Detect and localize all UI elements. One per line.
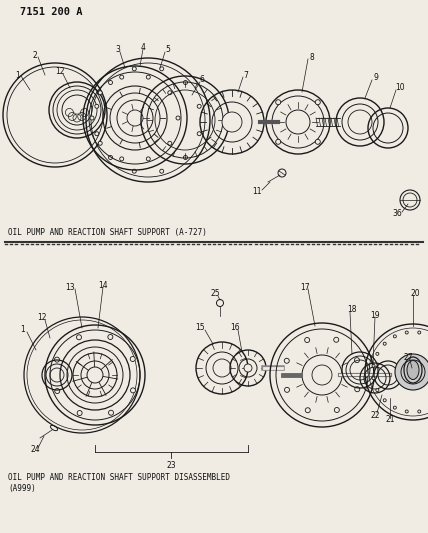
Text: 16: 16 xyxy=(230,324,240,333)
Text: OIL PUMP AND REACTION SHAFT SUPPORT (A-727): OIL PUMP AND REACTION SHAFT SUPPORT (A-7… xyxy=(8,229,207,238)
Text: 9: 9 xyxy=(374,74,378,83)
Text: 12: 12 xyxy=(55,68,65,77)
Text: 5: 5 xyxy=(166,45,170,54)
Circle shape xyxy=(305,337,309,343)
Text: 13: 13 xyxy=(65,282,75,292)
Circle shape xyxy=(217,300,223,306)
Circle shape xyxy=(315,100,320,104)
Text: 20: 20 xyxy=(410,288,420,297)
Circle shape xyxy=(130,357,135,361)
Circle shape xyxy=(334,337,339,342)
Text: 23: 23 xyxy=(166,461,176,470)
Circle shape xyxy=(108,335,113,340)
Circle shape xyxy=(120,157,124,161)
Circle shape xyxy=(284,358,289,364)
Circle shape xyxy=(393,335,396,338)
Text: 21: 21 xyxy=(385,416,395,424)
Circle shape xyxy=(383,399,386,402)
Circle shape xyxy=(393,406,396,409)
Circle shape xyxy=(276,100,281,104)
Circle shape xyxy=(176,116,180,120)
Text: 15: 15 xyxy=(195,324,205,333)
Text: 24: 24 xyxy=(30,446,40,455)
Circle shape xyxy=(55,389,60,393)
Text: 3: 3 xyxy=(116,45,120,54)
Text: 11: 11 xyxy=(252,188,262,197)
Circle shape xyxy=(160,67,164,71)
Circle shape xyxy=(312,365,332,385)
Circle shape xyxy=(77,335,81,340)
Text: 7: 7 xyxy=(244,70,248,79)
Circle shape xyxy=(160,169,164,173)
Text: 17: 17 xyxy=(300,282,310,292)
Circle shape xyxy=(109,80,113,85)
Circle shape xyxy=(276,139,281,144)
Text: 10: 10 xyxy=(395,84,405,93)
Circle shape xyxy=(87,367,103,383)
Circle shape xyxy=(146,75,150,79)
Text: 25: 25 xyxy=(210,289,220,298)
Circle shape xyxy=(54,357,59,362)
Text: 7151 200 A: 7151 200 A xyxy=(20,7,83,17)
Circle shape xyxy=(355,387,360,392)
Circle shape xyxy=(305,408,310,413)
Circle shape xyxy=(184,156,187,159)
Circle shape xyxy=(197,104,201,108)
Circle shape xyxy=(120,75,124,79)
Circle shape xyxy=(168,141,172,146)
Text: 1: 1 xyxy=(21,326,25,335)
Text: 22: 22 xyxy=(370,410,380,419)
Circle shape xyxy=(383,342,386,345)
Circle shape xyxy=(376,389,379,392)
Circle shape xyxy=(197,132,201,136)
Text: 2: 2 xyxy=(33,51,37,60)
Circle shape xyxy=(376,352,379,356)
Text: 18: 18 xyxy=(347,305,357,314)
Text: 12: 12 xyxy=(37,313,47,322)
Text: OIL PUMP AND REACTION SHAFT SUPPORT DISASSEMBLED: OIL PUMP AND REACTION SHAFT SUPPORT DISA… xyxy=(8,472,230,481)
Text: 36: 36 xyxy=(392,209,402,219)
Circle shape xyxy=(418,410,421,413)
Circle shape xyxy=(354,358,360,362)
Circle shape xyxy=(244,364,252,372)
Circle shape xyxy=(95,132,99,136)
Circle shape xyxy=(146,157,150,161)
Circle shape xyxy=(372,377,375,379)
Circle shape xyxy=(127,110,143,126)
Circle shape xyxy=(95,104,99,108)
Circle shape xyxy=(109,156,113,159)
Circle shape xyxy=(98,141,102,146)
Circle shape xyxy=(395,354,428,390)
Text: (A999): (A999) xyxy=(8,483,36,492)
Circle shape xyxy=(168,91,172,95)
Circle shape xyxy=(90,116,94,120)
Text: 6: 6 xyxy=(199,76,205,85)
Circle shape xyxy=(213,359,231,377)
Text: 8: 8 xyxy=(309,52,315,61)
Text: 14: 14 xyxy=(98,280,108,289)
Circle shape xyxy=(98,91,102,95)
Circle shape xyxy=(222,112,242,132)
Circle shape xyxy=(315,139,320,144)
Text: 19: 19 xyxy=(370,311,380,319)
Circle shape xyxy=(405,410,408,413)
Circle shape xyxy=(109,410,113,415)
Ellipse shape xyxy=(407,360,419,379)
Circle shape xyxy=(77,410,82,416)
Circle shape xyxy=(131,388,136,393)
Circle shape xyxy=(132,67,136,71)
Circle shape xyxy=(334,408,339,413)
Circle shape xyxy=(184,80,187,85)
Text: 27: 27 xyxy=(403,353,413,362)
Circle shape xyxy=(418,331,421,334)
Circle shape xyxy=(372,364,375,367)
Text: 1: 1 xyxy=(16,70,21,79)
Circle shape xyxy=(405,331,408,334)
Circle shape xyxy=(403,193,417,207)
Circle shape xyxy=(285,387,289,392)
Text: 4: 4 xyxy=(140,43,146,52)
Circle shape xyxy=(132,169,136,173)
